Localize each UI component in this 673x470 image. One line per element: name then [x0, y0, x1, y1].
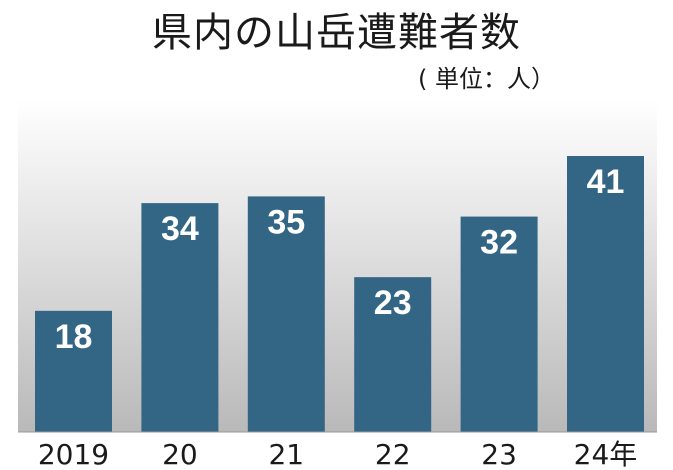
- data-label-22: 23: [374, 284, 412, 322]
- x-tick-label: 2019: [38, 438, 109, 470]
- bar-22: [354, 277, 432, 432]
- data-label-20: 34: [161, 210, 199, 248]
- bar-24年: [567, 156, 644, 432]
- plot-background: [18, 100, 657, 432]
- chart-title: 県内の山岳遭難者数: [152, 10, 521, 56]
- data-label-21: 35: [267, 203, 305, 241]
- bar-23: [460, 216, 538, 432]
- x-tick-label: 24年: [574, 438, 638, 470]
- x-tick-label: 23: [481, 438, 517, 470]
- data-label-23: 32: [480, 224, 518, 262]
- x-tick-label: 22: [375, 438, 411, 470]
- bar-20: [141, 203, 219, 432]
- bar-21: [247, 196, 325, 432]
- unit-label: ( 単位：人）: [418, 65, 555, 93]
- x-tick-label: 20: [162, 438, 198, 470]
- bar-2019: [35, 310, 112, 432]
- data-label-2019: 18: [55, 318, 93, 356]
- data-label-24年: 41: [587, 163, 625, 201]
- x-tick-label: 21: [268, 438, 304, 470]
